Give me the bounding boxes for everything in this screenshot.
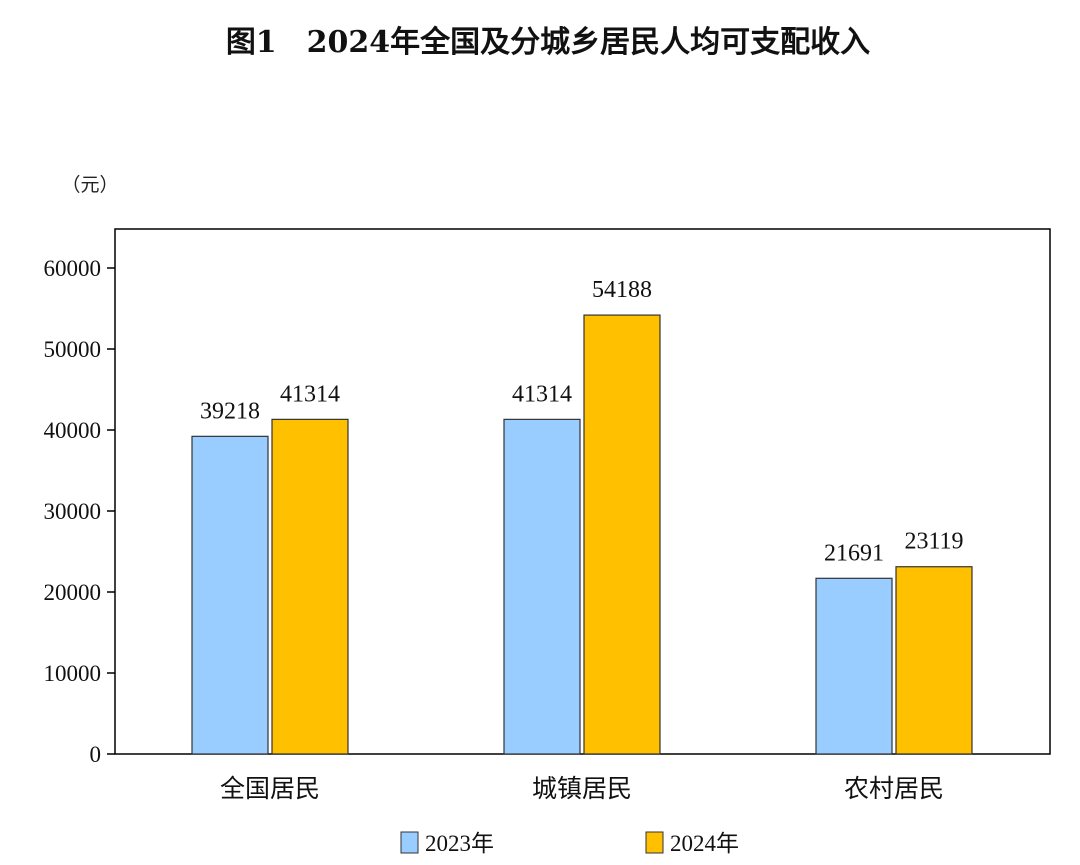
data-label: 41314 bbox=[280, 381, 340, 407]
data-label: 23119 bbox=[904, 529, 963, 555]
data-label: 39218 bbox=[200, 398, 260, 424]
data-label: 21691 bbox=[824, 540, 884, 566]
plot-area-frame bbox=[114, 228, 1051, 755]
y-tick-label: 40000 bbox=[44, 418, 102, 443]
y-tick-label: 50000 bbox=[44, 337, 102, 362]
y-tick-label: 10000 bbox=[44, 661, 102, 686]
y-tick-label: 30000 bbox=[44, 499, 102, 524]
legend-label: 2024年 bbox=[670, 831, 739, 856]
bar-城镇居民-2023年 bbox=[503, 418, 581, 755]
bar-农村居民-2023年 bbox=[815, 577, 893, 755]
y-axis: 0 10000 20000 30000 40000 50000 60000 bbox=[44, 256, 115, 767]
data-label: 41314 bbox=[512, 381, 572, 407]
y-tick-label: 20000 bbox=[44, 580, 102, 605]
y-tick-label: 60000 bbox=[44, 256, 102, 281]
legend-label: 2023年 bbox=[425, 831, 494, 856]
bar-全国居民-2024年 bbox=[271, 418, 349, 755]
x-category-label: 城镇居民 bbox=[532, 774, 632, 803]
legend-swatch bbox=[400, 831, 419, 854]
value-labels: 39218 41314 41314 54188 21691 23119 bbox=[200, 277, 964, 566]
y-axis-unit-label: （元） bbox=[61, 174, 118, 196]
y-tick-label: 0 bbox=[90, 742, 102, 767]
legend: 2023年 2024年 bbox=[400, 831, 739, 856]
x-axis: 全国居民 城镇居民 农村居民 bbox=[220, 774, 944, 803]
x-category-label: 农村居民 bbox=[844, 774, 944, 803]
x-category-label: 全国居民 bbox=[220, 774, 320, 803]
bar-城镇居民-2024年 bbox=[583, 314, 661, 755]
bars bbox=[191, 314, 973, 755]
bar-农村居民-2024年 bbox=[895, 566, 973, 755]
bar-全国居民-2023年 bbox=[191, 435, 269, 755]
legend-swatch bbox=[645, 831, 664, 854]
chart-title: 图1 2024年全国及分城乡居民人均可支配收入 bbox=[226, 25, 870, 60]
data-label: 54188 bbox=[592, 277, 652, 303]
